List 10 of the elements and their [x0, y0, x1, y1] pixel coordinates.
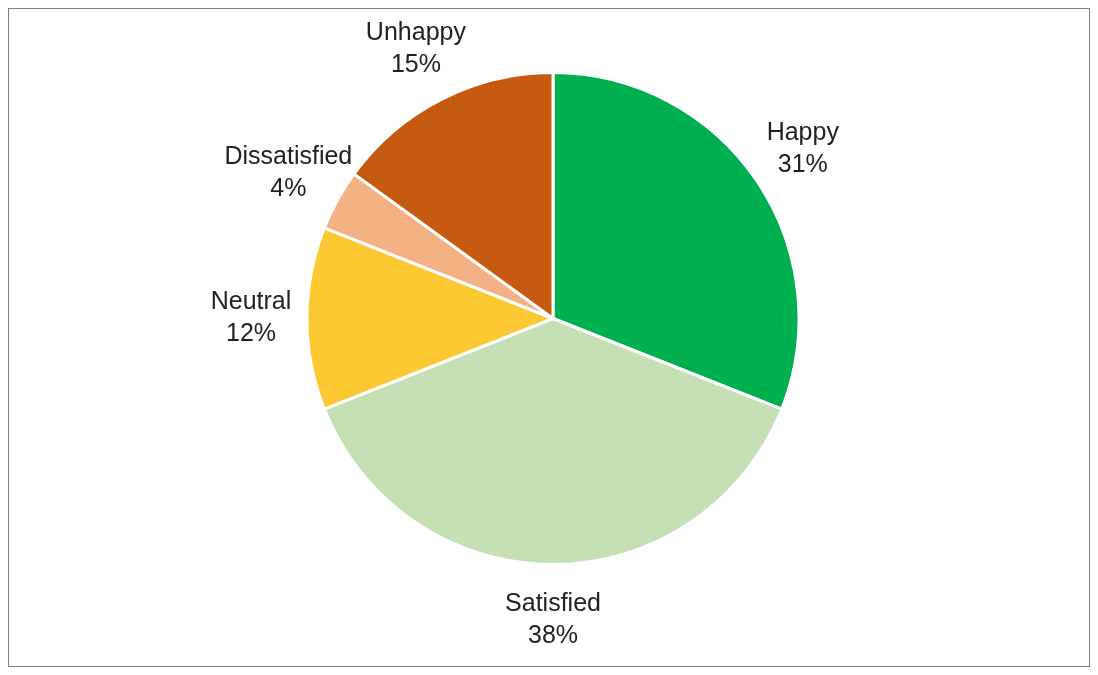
slice-label: Satisfied	[505, 588, 601, 617]
data-label: 4%	[270, 172, 307, 201]
slice-label: Happy	[766, 116, 840, 145]
slice-label: Unhappy	[365, 17, 467, 46]
data-label: 38%	[527, 620, 579, 649]
data-label: 31%	[777, 148, 828, 177]
slice-label: Neutral	[210, 286, 292, 315]
data-label: 15%	[390, 49, 441, 78]
slice-label: Dissatisfied	[224, 140, 353, 169]
data-label: 12%	[225, 318, 277, 347]
